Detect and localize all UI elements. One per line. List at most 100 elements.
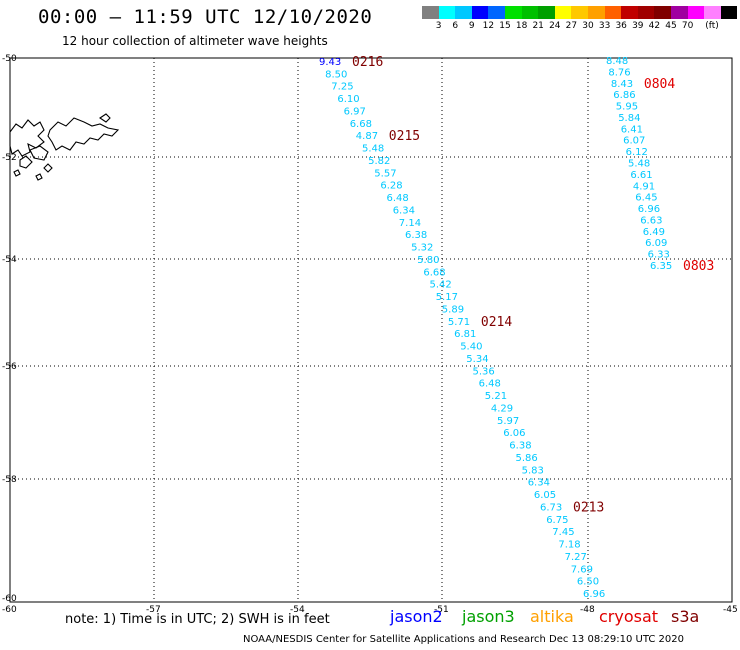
map-frame [9, 57, 733, 603]
scale-label: 30 [582, 21, 594, 31]
wave-height-value: 7.69 [571, 564, 593, 575]
wave-height-value: 6.96 [638, 204, 660, 215]
pass-time-label: 0803 [683, 259, 714, 274]
wave-height-value: 6.41 [621, 124, 643, 135]
wave-height-value: 5.34 [466, 354, 488, 365]
wave-height-value: 5.42 [430, 280, 452, 291]
scale-label: 70 [681, 21, 694, 31]
chart-subtitle: 12 hour collection of altimeter wave hei… [62, 34, 328, 48]
wave-height-value: 6.34 [393, 206, 415, 217]
wave-height-value: 6.97 [344, 107, 366, 118]
wave-height-value: 5.89 [442, 304, 464, 315]
scale-swatch [488, 6, 505, 19]
scale-swatch [438, 6, 456, 19]
scale-swatch [521, 6, 539, 19]
satellite-legend-altika: altika [530, 607, 574, 626]
wave-height-value: 6.86 [613, 90, 635, 101]
wave-height-value: 6.38 [509, 441, 531, 452]
wave-height-value: 6.48 [387, 193, 409, 204]
pass-time-label: 0216 [352, 55, 383, 70]
falkland-islands-coastline-icon [9, 113, 120, 181]
wave-height-value: 6.81 [454, 329, 476, 340]
wave-height-value: 7.25 [331, 82, 353, 93]
wave-height-value: 4.91 [633, 181, 655, 192]
wave-height-value: 5.80 [417, 255, 439, 266]
wave-height-value: 5.97 [497, 416, 519, 427]
wave-height-value: 6.68 [423, 267, 445, 278]
scale-swatch [621, 6, 638, 19]
scale-label: 45 [665, 21, 677, 31]
lat-label: -56 [2, 362, 17, 372]
lon-label: -45 [723, 605, 738, 615]
scale-swatch [554, 6, 572, 19]
lat-label: -60 [2, 594, 17, 604]
credit-line: NOAA/NESDIS Center for Satellite Applica… [243, 634, 685, 645]
wave-height-value: 8.43 [611, 79, 633, 90]
scale-label: 42 [648, 21, 661, 31]
lat-label: -60 [2, 605, 17, 615]
wave-height-value: 6.45 [635, 193, 657, 204]
wave-height-value: 6.12 [626, 147, 648, 158]
scale-swatch [637, 6, 655, 19]
satellite-legend-jason2: jason2 [390, 607, 443, 626]
satellite-legend-s3a: s3a [671, 607, 700, 626]
wave-height-value: 9.43 [319, 57, 341, 68]
scale-swatch [704, 6, 721, 19]
scale-label: 21 [532, 21, 544, 31]
scale-swatch [604, 6, 622, 19]
wave-height-value: 7.27 [565, 552, 587, 563]
wave-height-value: 5.95 [616, 102, 638, 113]
wave-height-value: 6.09 [645, 238, 667, 249]
scale-label: 12 [482, 21, 495, 31]
wave-height-value: 5.84 [618, 113, 640, 124]
wave-height-value: 5.17 [436, 292, 458, 303]
wave-height-value: 6.48 [479, 379, 501, 390]
wave-height-value: 6.28 [380, 181, 402, 192]
pass-time-label: 0215 [389, 129, 420, 144]
color-scale-labels: 3 6 9 12 15 18 21 24 27 30 33 36 39 42 4… [422, 21, 738, 35]
wave-height-value: 8.76 [608, 67, 630, 78]
scale-swatch [422, 6, 439, 19]
wave-height-value: 6.96 [583, 589, 605, 600]
lon-label: -57 [146, 605, 161, 615]
color-scale [422, 6, 738, 19]
wave-height-value: 6.75 [546, 515, 568, 526]
wave-height-value: 6.63 [640, 215, 662, 226]
scale-swatch [538, 6, 555, 19]
wave-height-value: 5.48 [628, 159, 650, 170]
wave-height-value: 6.35 [650, 261, 672, 272]
wave-height-value: 6.61 [630, 170, 652, 181]
wave-height-value: 8.50 [325, 69, 347, 80]
wave-height-value: 6.05 [534, 490, 556, 501]
wave-height-value: 8.48 [606, 56, 628, 67]
scale-swatch [571, 6, 588, 19]
wave-height-value: 6.34 [528, 478, 550, 489]
scale-label: (ft) [705, 21, 719, 31]
lat-label: -50 [2, 54, 17, 64]
wave-height-value: 6.68 [350, 119, 372, 130]
scale-label: 36 [615, 21, 627, 31]
wave-height-value: 7.18 [558, 540, 580, 551]
wave-height-value: 6.33 [648, 250, 670, 261]
scale-label: 27 [565, 21, 578, 31]
scale-swatch [587, 6, 605, 19]
wave-height-value: 6.07 [623, 136, 645, 147]
pass-time-label: 0213 [573, 500, 604, 515]
wave-height-value: 5.32 [411, 243, 433, 254]
scale-swatch [720, 6, 738, 19]
wave-height-value: 6.10 [337, 94, 359, 105]
altimeter-tracks: 9.438.507.256.106.976.684.875.485.825.57… [319, 55, 714, 600]
scale-swatch [471, 6, 489, 19]
scale-swatch [670, 6, 688, 19]
wave-height-value: 5.71 [448, 317, 470, 328]
scale-swatch [455, 6, 472, 19]
lon-label: -48 [580, 605, 595, 615]
scale-swatch [654, 6, 671, 19]
scale-label: 9 [468, 21, 475, 31]
wave-height-value: 7.45 [552, 527, 574, 538]
wave-height-value: 4.87 [356, 131, 378, 142]
wave-height-value: 6.73 [540, 502, 562, 513]
scale-label: 15 [499, 21, 511, 31]
wave-height-value: 5.83 [522, 465, 544, 476]
